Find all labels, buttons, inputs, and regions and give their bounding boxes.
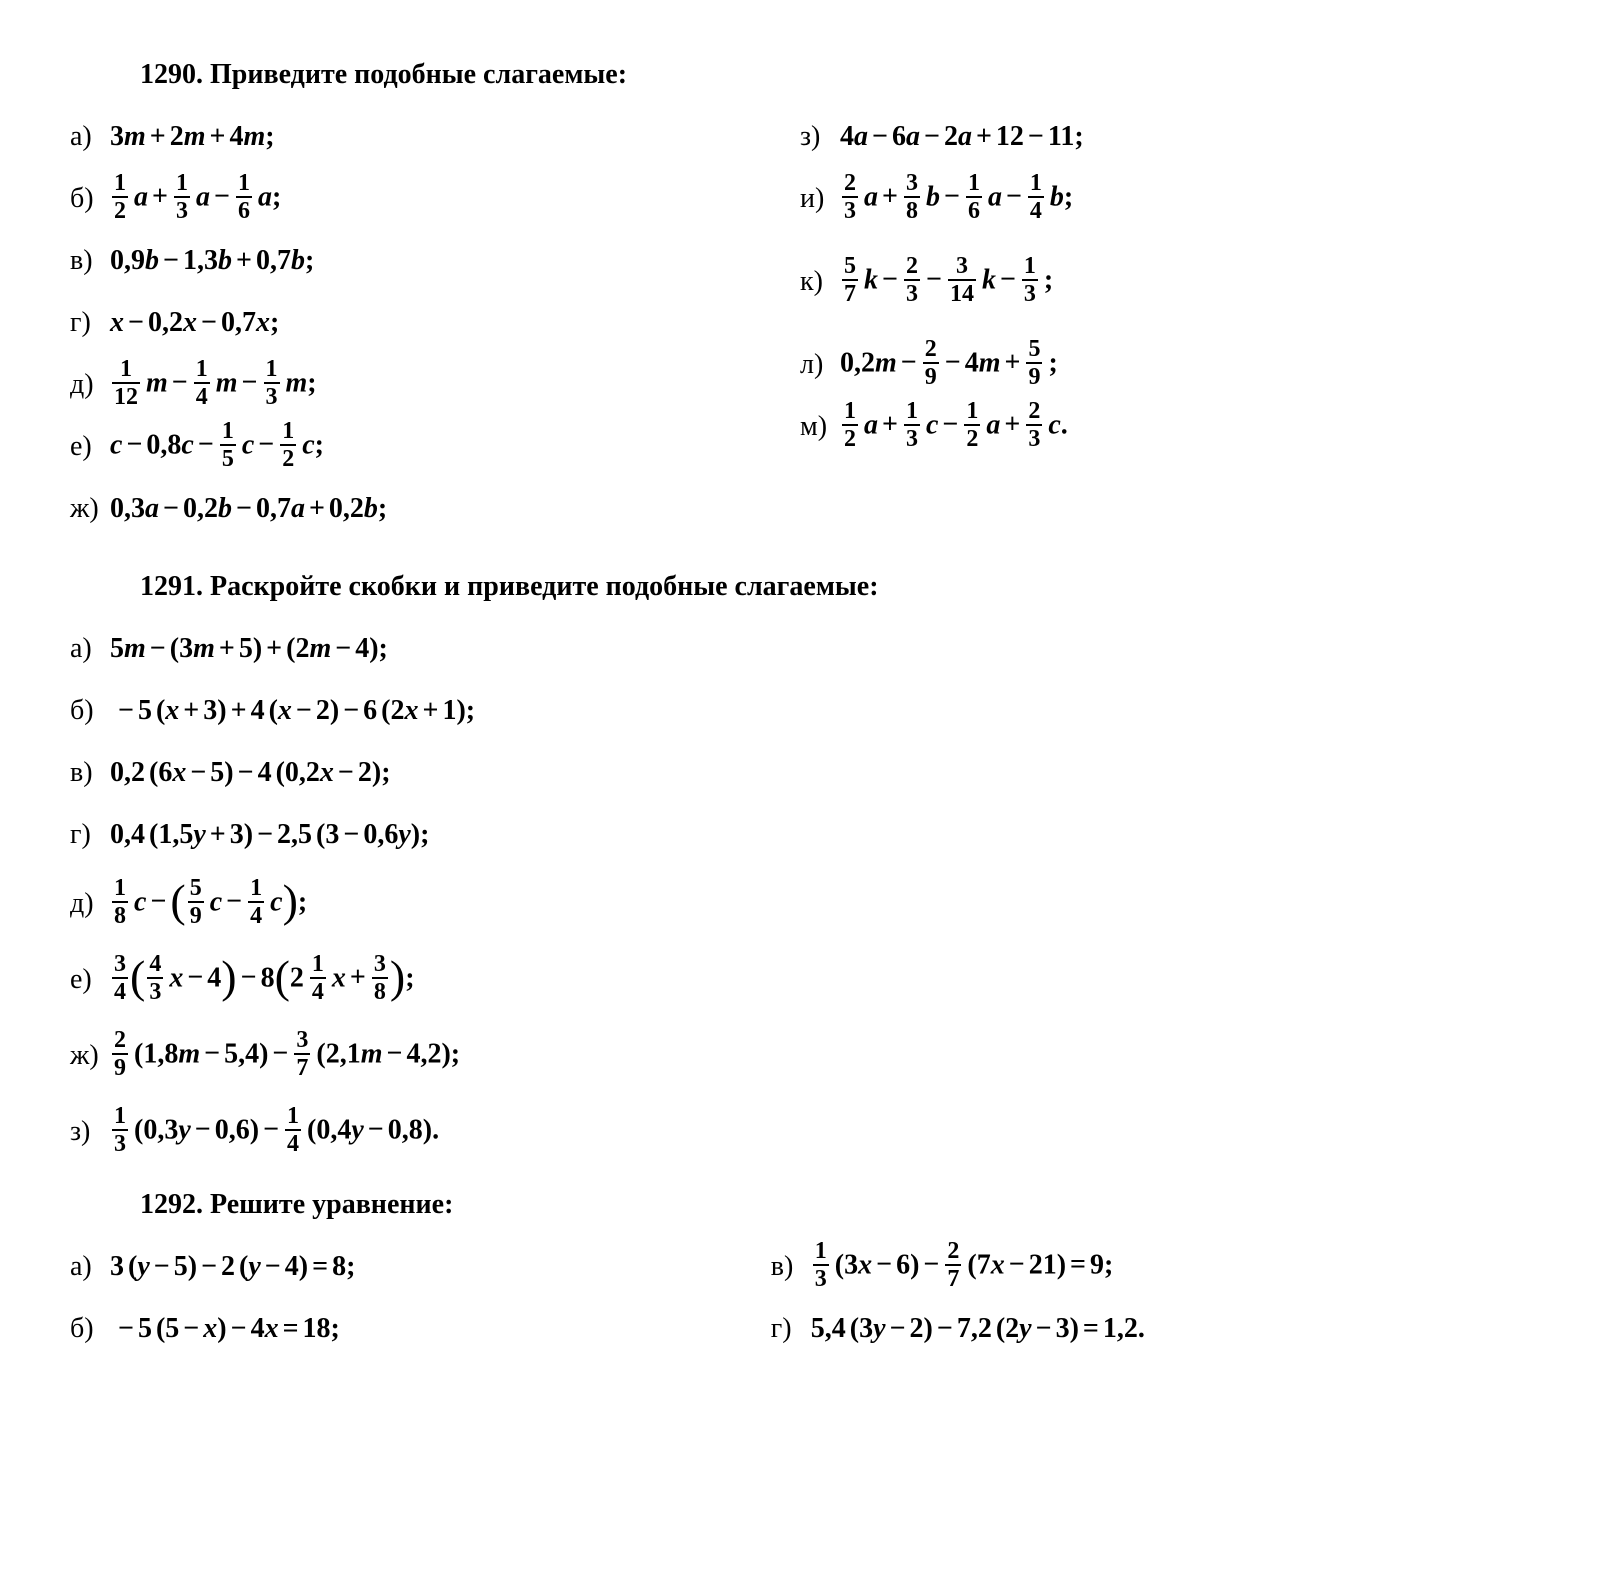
p1290-zh: ж) 0,3a−0,2b−0,7a+0,2b; bbox=[70, 478, 800, 540]
expr: 13(0,3y−0,6)−14(0,4y−0,8). bbox=[110, 1106, 439, 1158]
p1291-v: в) 0,2(6x−5)−4(0,2x−2); bbox=[70, 742, 1530, 804]
expr: 112m−14m−13m; bbox=[110, 359, 317, 411]
p1290-k: к) 57k−23−314k−13; bbox=[800, 230, 1530, 334]
expr: 0,2m−29−4m+59; bbox=[840, 339, 1058, 391]
expr: 12a+13a−16a; bbox=[110, 173, 281, 225]
expr: 0,2(6x−5)−4(0,2x−2); bbox=[110, 752, 391, 794]
problem-1292-title: 1292. Решите уравнение: bbox=[70, 1184, 1530, 1226]
p1290-v: в) 0,9b−1,3b+0,7b; bbox=[70, 230, 800, 292]
problem-1290-title: 1290. Приведите подобные слагаемые: bbox=[70, 54, 1530, 96]
p1290-e: е) c−0,8c−15c−12c; bbox=[70, 416, 800, 478]
problem-1292-body: а) 3(y−5)−2(y−4)=8; б) −5(5−x)−4x=18; в)… bbox=[70, 1236, 1530, 1360]
problem-heading: Раскройте скобки и приведите подобные сл… bbox=[210, 571, 879, 602]
p1290-z: з) 4a−6a−2a+12−11; bbox=[800, 106, 1530, 168]
p1292-v: в) 13(3x−6)−27(7x−21)=9; bbox=[771, 1236, 1530, 1298]
expr: 57k−23−314k−13; bbox=[840, 256, 1053, 308]
problem-number: 1292. bbox=[140, 1189, 203, 1220]
expr: 18c−(59c−14c); bbox=[110, 878, 307, 930]
problem-number: 1291. bbox=[140, 571, 203, 602]
p1292-g: г) 5,4(3y−2)−7,2(2y−3)=1,2. bbox=[771, 1298, 1530, 1360]
expr: x−0,2x−0,7x; bbox=[110, 302, 279, 344]
expr: 3(y−5)−2(y−4)=8; bbox=[110, 1246, 355, 1288]
problem-1291-title: 1291. Раскройте скобки и приведите подоб… bbox=[70, 566, 1530, 608]
p1291-e: е) 34(43x−4)−8(214x+38); bbox=[70, 942, 1530, 1018]
p1290-i: и) 23a+38b−16a−14b; bbox=[800, 168, 1530, 230]
p1290-g: г) x−0,2x−0,7x; bbox=[70, 292, 800, 354]
expr: −5(x+3)+4(x−2)−6(2x+1); bbox=[110, 690, 475, 732]
expr: 0,3a−0,2b−0,7a+0,2b; bbox=[110, 488, 387, 530]
expr: 5,4(3y−2)−7,2(2y−3)=1,2. bbox=[811, 1308, 1145, 1350]
p1290-d: д) 112m−14m−13m; bbox=[70, 354, 800, 416]
problem-number: 1290. bbox=[140, 59, 203, 90]
expr: 4a−6a−2a+12−11; bbox=[840, 116, 1084, 158]
expr: c−0,8c−15c−12c; bbox=[110, 421, 324, 473]
problem-heading: Решите уравнение: bbox=[210, 1189, 453, 1220]
p1291-b: б) −5(x+3)+4(x−2)−6(2x+1); bbox=[70, 680, 1530, 742]
p1292-a: а) 3(y−5)−2(y−4)=8; bbox=[70, 1236, 771, 1298]
expr: 5m−(3m+5)+(2m−4); bbox=[110, 628, 388, 670]
expr: 34(43x−4)−8(214x+38); bbox=[110, 954, 415, 1006]
p1290-m: м) 12a+13c−12a+23c. bbox=[800, 396, 1530, 458]
problem-1291-body: а) 5m−(3m+5)+(2m−4); б) −5(x+3)+4(x−2)−6… bbox=[70, 618, 1530, 1170]
p1291-z: з) 13(0,3y−0,6)−14(0,4y−0,8). bbox=[70, 1094, 1530, 1170]
expr: 23a+38b−16a−14b; bbox=[840, 173, 1073, 225]
problem-heading: Приведите подобные слагаемые: bbox=[210, 59, 627, 90]
p1291-a: а) 5m−(3m+5)+(2m−4); bbox=[70, 618, 1530, 680]
p1291-zh: ж) 29(1,8m−5,4)−37(2,1m−4,2); bbox=[70, 1018, 1530, 1094]
p1290-l: л) 0,2m−29−4m+59; bbox=[800, 334, 1530, 396]
expr: −5(5−x)−4x=18; bbox=[110, 1308, 340, 1350]
p1290-b: б) 12a+13a−16a; bbox=[70, 168, 800, 230]
expr: 0,4(1,5y+3)−2,5(3−0,6y); bbox=[110, 814, 429, 856]
expr: 12a+13c−12a+23c. bbox=[840, 401, 1068, 453]
p1291-d: д) 18c−(59c−14c); bbox=[70, 866, 1530, 942]
expr: 3m+2m+4m; bbox=[110, 116, 275, 158]
p1292-b: б) −5(5−x)−4x=18; bbox=[70, 1298, 771, 1360]
p1291-g: г) 0,4(1,5y+3)−2,5(3−0,6y); bbox=[70, 804, 1530, 866]
expr: 0,9b−1,3b+0,7b; bbox=[110, 240, 314, 282]
expr: 29(1,8m−5,4)−37(2,1m−4,2); bbox=[110, 1030, 460, 1082]
problem-1290-body: а) 3m+2m+4m; б) 12a+13a−16a; в) 0,9b−1,3… bbox=[70, 106, 1530, 540]
expr: 13(3x−6)−27(7x−21)=9; bbox=[811, 1241, 1114, 1293]
p1290-a: а) 3m+2m+4m; bbox=[70, 106, 800, 168]
